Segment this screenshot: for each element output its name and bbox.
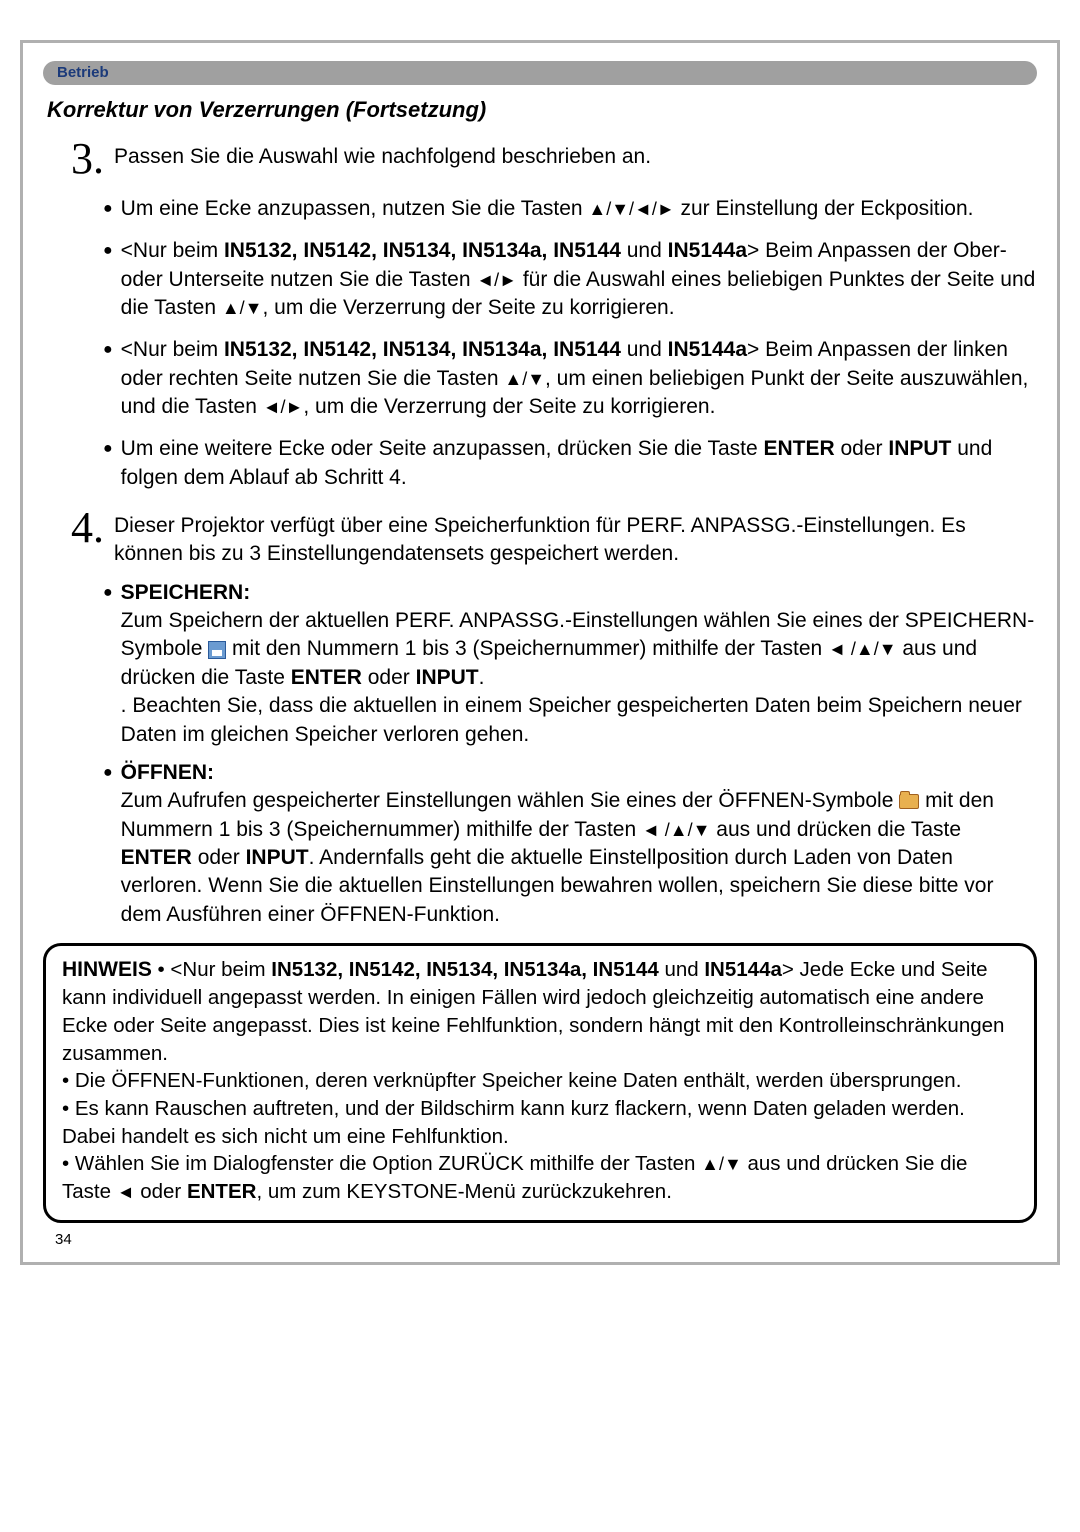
hinweis-line: • Die ÖFFNEN-Funktionen, deren verknüpft… (62, 1069, 961, 1092)
sub-item-oeffnen: ● ÖFFNEN: Zum Aufrufen gespeicherter Ein… (103, 759, 1037, 929)
bullet-dot: ● (103, 440, 113, 492)
step-4-number: 4. (71, 506, 104, 550)
bullet-item: ● Um eine weitere Ecke oder Seite anzupa… (103, 435, 1037, 492)
sub-text: SPEICHERN: Zum Speichern der aktuellen P… (121, 579, 1037, 749)
step-4-text: Dieser Projektor verfügt über eine Speic… (114, 506, 1037, 569)
bullet-text: <Nur beim IN5132, IN5142, IN5134, IN5134… (121, 237, 1037, 322)
page-number: 34 (55, 1231, 1037, 1248)
hinweis-label: HINWEIS (62, 958, 152, 981)
bullet-dot: ● (103, 764, 113, 929)
bullet-text: Um eine weitere Ecke oder Seite anzupass… (121, 435, 1037, 492)
section-tag-label: Betrieb (57, 64, 109, 81)
step-3: 3. Passen Sie die Auswahl wie nachfolgen… (43, 137, 1037, 181)
bullet-dot: ● (103, 584, 113, 749)
page-border: Betrieb Korrektur von Verzerrungen (Fort… (20, 40, 1060, 1265)
bullet-item: ● <Nur beim IN5132, IN5142, IN5134, IN51… (103, 237, 1037, 322)
step-4-sublist: ● SPEICHERN: Zum Speichern der aktuellen… (103, 579, 1037, 929)
page-title: Korrektur von Verzerrungen (Fortsetzung) (47, 97, 1037, 123)
sub-item-speichern: ● SPEICHERN: Zum Speichern der aktuellen… (103, 579, 1037, 749)
save-icon (208, 641, 226, 659)
step-4: 4. Dieser Projektor verfügt über eine Sp… (43, 506, 1037, 569)
sub-text: ÖFFNEN: Zum Aufrufen gespeicherter Einst… (121, 759, 1037, 929)
hinweis-box: HINWEIS • <Nur beim IN5132, IN5142, IN51… (43, 943, 1037, 1223)
bullet-dot: ● (103, 242, 113, 322)
step-3-number: 3. (71, 137, 104, 181)
bullet-item: ● <Nur beim IN5132, IN5142, IN5134, IN51… (103, 336, 1037, 421)
hinweis-line: • Es kann Rauschen auftreten, und der Bi… (62, 1097, 965, 1148)
bullet-text: <Nur beim IN5132, IN5142, IN5134, IN5134… (121, 336, 1037, 421)
step-3-bullets: ● Um eine Ecke anzupassen, nutzen Sie di… (103, 195, 1037, 492)
bullet-dot: ● (103, 341, 113, 421)
step-3-text: Passen Sie die Auswahl wie nachfolgend b… (114, 137, 651, 171)
open-icon (899, 794, 919, 809)
bullet-dot: ● (103, 200, 113, 223)
bullet-item: ● Um eine Ecke anzupassen, nutzen Sie di… (103, 195, 1037, 223)
bullet-text: Um eine Ecke anzupassen, nutzen Sie die … (121, 195, 1037, 223)
hinweis-line: • Wählen Sie im Dialogfenster die Option… (62, 1152, 967, 1203)
section-tag: Betrieb (43, 61, 1037, 85)
